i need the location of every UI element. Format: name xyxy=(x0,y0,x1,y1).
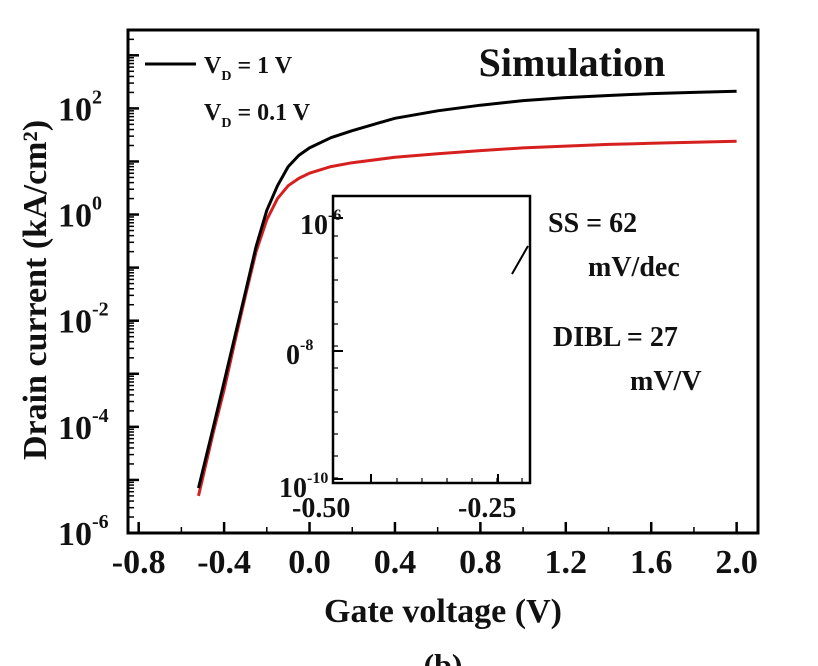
dibl-annotation: DIBL = 27 xyxy=(553,322,678,353)
x-tick-label: -0.4 xyxy=(197,544,251,581)
legend-label-vd-1v: VD = 1 V xyxy=(204,53,293,84)
legend-label-vd-01v: VD = 0.1 V xyxy=(204,100,311,131)
inset-ticks xyxy=(333,217,523,483)
inset-series xyxy=(511,245,529,275)
inset-ytick-label-bottom: 10-10 xyxy=(279,470,328,504)
inset-frame xyxy=(331,194,532,485)
inset-ytick-label-top: 10-6 xyxy=(300,207,341,241)
x-tick-labels: -0.8 -0.4 0.0 0.4 0.8 1.2 1.6 2.0 xyxy=(112,544,758,581)
x-tick-label: 1.2 xyxy=(545,544,588,581)
y-tick-label: 10-4 xyxy=(58,405,109,447)
inset-xtick-label-right: -0.25 xyxy=(458,493,516,524)
x-axis-ticks xyxy=(137,522,738,533)
y-tick-labels: 10-6 10-4 10-2 100 102 xyxy=(58,86,109,553)
x-tick-label: 2.0 xyxy=(715,544,758,581)
x-axis-title: Gate voltage (V) xyxy=(324,593,562,630)
series-layer xyxy=(197,89,737,497)
legend: VD = 1 V VD = 0.1 V xyxy=(145,53,311,131)
inset-ytick-label-mid: 0-8 xyxy=(286,337,313,371)
x-tick-label: 0.8 xyxy=(459,544,502,581)
inset-curve-segment xyxy=(511,245,529,275)
y-tick-label: 10-6 xyxy=(58,511,109,553)
x-tick-label: -0.8 xyxy=(112,544,166,581)
plot-frame xyxy=(126,28,760,535)
figure-caption: (b) xyxy=(423,647,462,666)
y-tick-label: 102 xyxy=(58,86,102,128)
y-axis-title: Drain current (kA/cm²) xyxy=(17,120,54,460)
inset-xtick-label-left: -0.50 xyxy=(292,493,350,524)
x-tick-label: 1.6 xyxy=(630,544,673,581)
ss-annotation-unit: mV/dec xyxy=(588,252,680,283)
y-axis-ticks xyxy=(128,29,139,535)
dibl-annotation-unit: mV/V xyxy=(630,366,702,397)
ss-annotation: SS = 62 xyxy=(548,208,637,239)
y-tick-label: 100 xyxy=(58,193,102,235)
series-line xyxy=(197,89,737,489)
x-tick-label: 0.4 xyxy=(374,544,417,581)
chart-title: Simulation xyxy=(479,40,666,85)
y-tick-label: 10-2 xyxy=(58,299,109,341)
x-tick-label: 0.0 xyxy=(288,544,331,581)
